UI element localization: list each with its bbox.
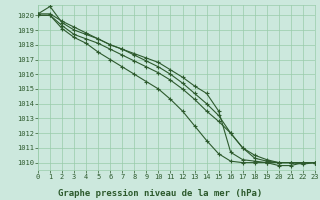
Text: Graphe pression niveau de la mer (hPa): Graphe pression niveau de la mer (hPa)	[58, 189, 262, 198]
